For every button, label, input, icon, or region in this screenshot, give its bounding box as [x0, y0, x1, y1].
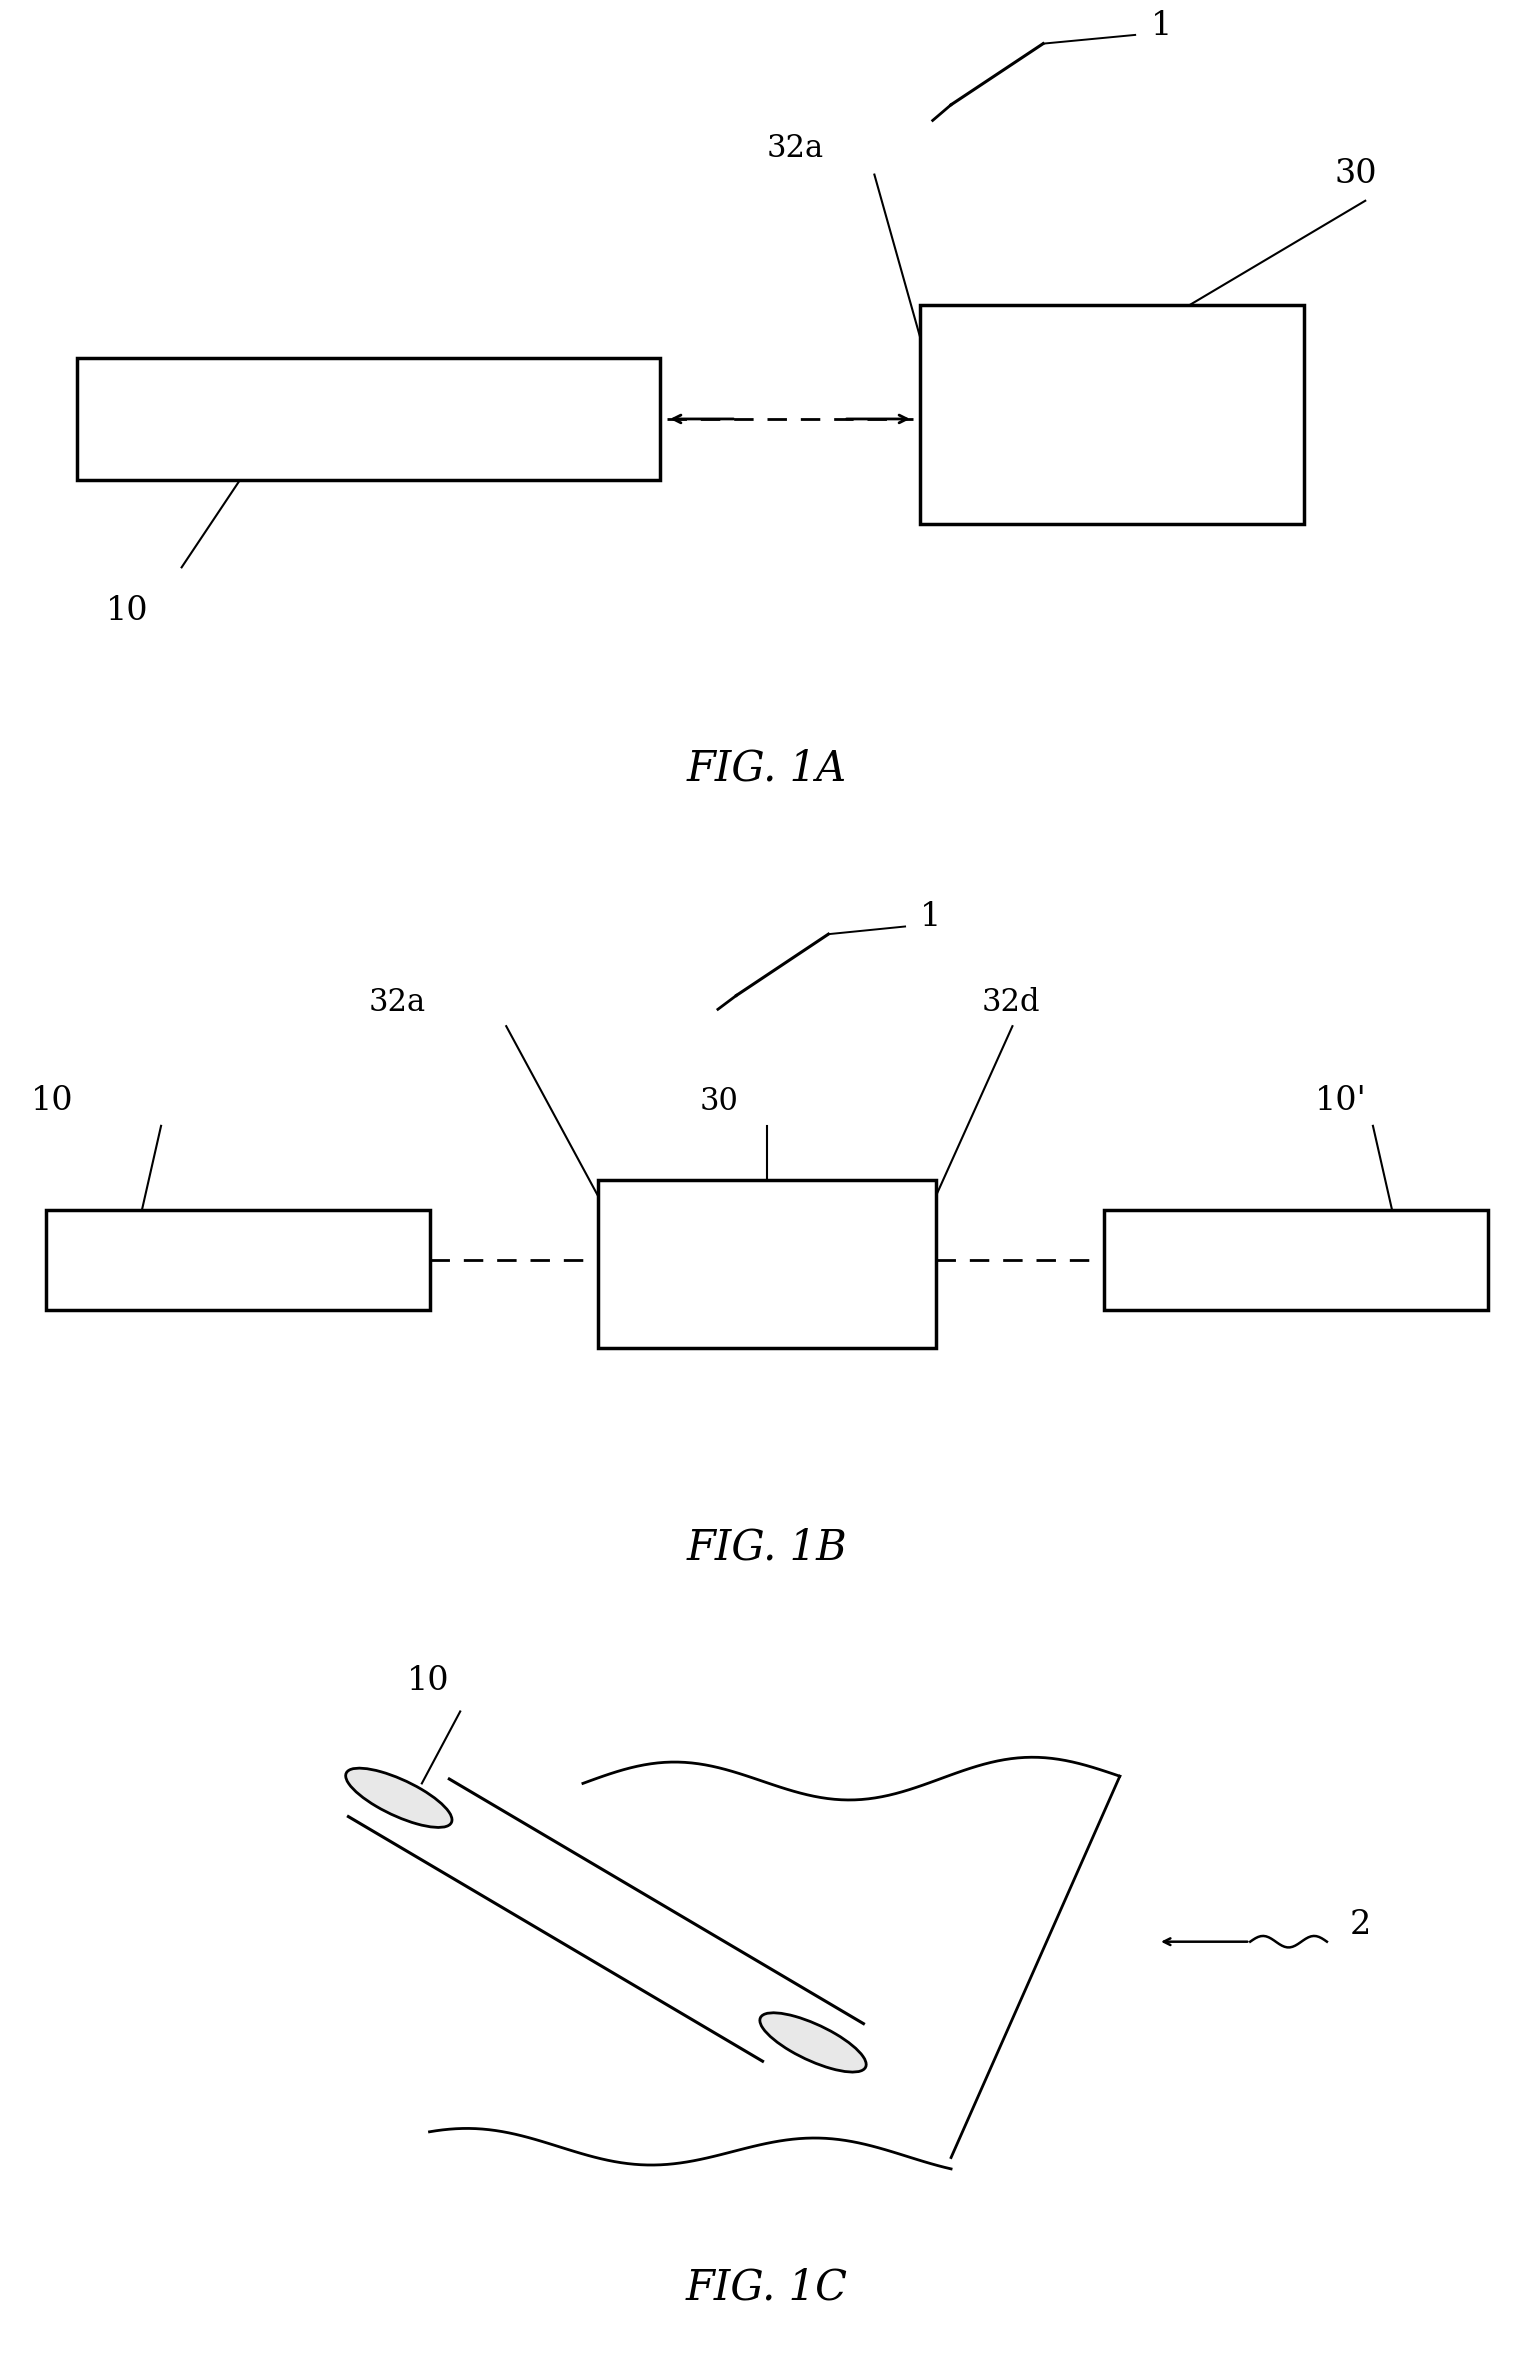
Text: FIG. 1A: FIG. 1A [687, 748, 847, 790]
Text: 32a: 32a [368, 986, 425, 1017]
Text: 30: 30 [1335, 158, 1378, 191]
Text: 10: 10 [31, 1085, 74, 1118]
Text: 2: 2 [1350, 1908, 1371, 1941]
Text: FIG. 1B: FIG. 1B [687, 1526, 847, 1569]
Text: 30: 30 [700, 1087, 738, 1118]
Text: 32a: 32a [767, 132, 824, 165]
Text: FIG. 1C: FIG. 1C [686, 2267, 848, 2307]
Ellipse shape [345, 1769, 453, 1828]
Ellipse shape [759, 2012, 867, 2071]
Bar [920, 304, 1304, 524]
Text: 10: 10 [407, 1665, 449, 1696]
Text: 10: 10 [106, 594, 149, 627]
Text: 32d: 32d [982, 986, 1040, 1017]
Bar [598, 1180, 936, 1349]
Bar [1104, 1210, 1488, 1309]
Text: 10': 10' [1315, 1085, 1367, 1118]
Bar [77, 359, 660, 481]
Text: 1: 1 [920, 901, 942, 934]
Text: 1: 1 [1150, 9, 1172, 42]
Bar [46, 1210, 430, 1309]
